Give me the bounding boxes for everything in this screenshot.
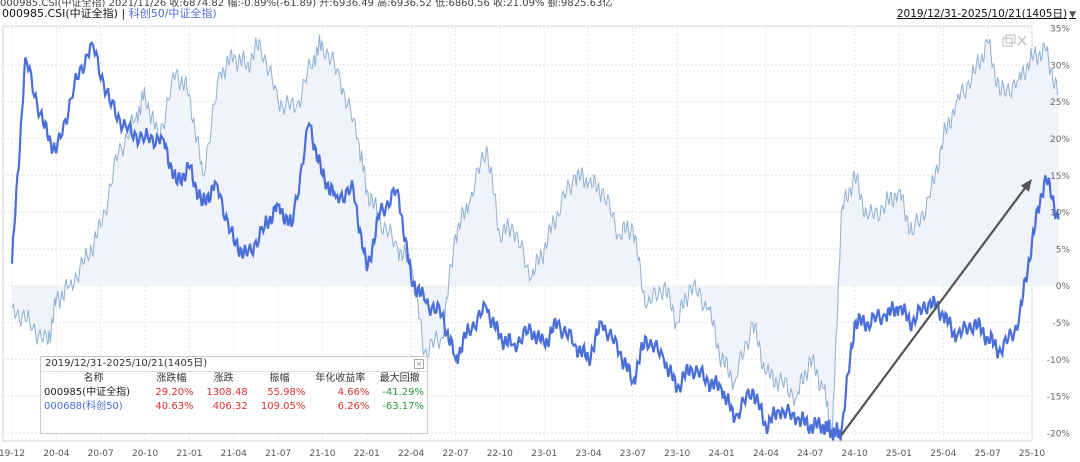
triangle-down-icon[interactable]: ▼ — [1069, 10, 1076, 20]
compare-series-label[interactable]: 科创50/中证全指) — [128, 7, 217, 20]
main-series-line — [10, 40, 1060, 441]
chart-title-row: 000985.CSI(中证全指) | 科创50/中证全指) 2019/12/31… — [0, 6, 1080, 22]
x-tick-label: 22-07 — [442, 449, 468, 459]
main-series-label: 000985.CSI(中证全指) — [2, 7, 118, 20]
x-tick-label: 23-10 — [664, 449, 690, 459]
column-header: 年化收益率 — [315, 373, 366, 384]
annual-return-cell: 6.26% — [337, 401, 370, 412]
x-tick-label: 20-04 — [43, 449, 69, 459]
y-tick-label: -10% — [1047, 356, 1071, 366]
x-tick-label: 21-07 — [265, 449, 291, 459]
x-tick-label: 25-04 — [930, 449, 956, 459]
column-header: 涨跌 — [213, 373, 234, 384]
y-tick-label: -20% — [1047, 430, 1071, 440]
x-tick-label: 19-12 — [0, 449, 25, 459]
x-tick-label: 24-01 — [708, 449, 734, 459]
x-tick-label: 22-01 — [354, 449, 380, 459]
y-tick-label: 10% — [1050, 209, 1070, 219]
x-tick-label: 22-10 — [487, 449, 513, 459]
x-tick-label: 24-04 — [753, 449, 779, 459]
x-tick-label: 23-01 — [531, 449, 557, 459]
table-row[interactable]: 000985(中证全指) 29.20% 1308.48 55.98% 4.66%… — [41, 386, 427, 400]
x-tick-label: 24-07 — [797, 449, 823, 459]
change-pct-cell: 40.63% — [155, 401, 194, 412]
x-tick-label: 25-07 — [975, 449, 1001, 459]
x-tick-label: 23-04 — [575, 449, 601, 459]
amplitude-cell: 55.98% — [267, 387, 306, 398]
y-tick-label: 35% — [1050, 25, 1070, 35]
y-tick-label: 25% — [1050, 98, 1070, 108]
change-cell: 1308.48 — [206, 387, 248, 398]
change-pct-cell: 29.20% — [155, 387, 194, 398]
row-name: 000985(中证全指) — [44, 387, 130, 398]
x-tick-label: 24-10 — [842, 449, 868, 459]
x-tick-label: 20-07 — [88, 449, 114, 459]
close-icon[interactable] — [1017, 35, 1027, 46]
column-header: 名称 — [83, 373, 104, 384]
table-header-row: 名称 涨跌幅 涨跌 振幅 年化收益率 最大回撤 — [41, 372, 427, 386]
x-tick-label: 23-07 — [620, 449, 646, 459]
compare-series-line — [11, 34, 1059, 439]
y-axis-ticks: 35% 30% 25% 20% 15% 10% 5% 0% -5% -10% -15% -20% — [1047, 25, 1071, 440]
stats-table: 名称 涨跌幅 涨跌 振幅 年化收益率 最大回撤 000985(中证全指) 29.… — [41, 372, 427, 414]
trend-arrow — [840, 178, 1032, 436]
column-header: 最大回撤 — [379, 373, 420, 384]
x-tick-label: 21-04 — [221, 449, 247, 459]
x-tick-label: 21-01 — [176, 449, 202, 459]
x-tick-label: 25-01 — [886, 449, 912, 459]
date-range-label: 2019/12/31-2025/10/21(1405日) — [896, 8, 1068, 20]
title-separator: | — [121, 7, 126, 20]
y-tick-label: 30% — [1050, 61, 1070, 71]
y-tick-label: 20% — [1050, 135, 1070, 145]
close-icon[interactable]: × — [414, 359, 424, 369]
column-header: 振幅 — [269, 373, 290, 384]
row-name: 000688(科创50) — [44, 401, 123, 412]
y-tick-label: 15% — [1050, 172, 1070, 182]
annual-return-cell: 4.66% — [337, 387, 370, 398]
arrow-head — [1020, 178, 1032, 192]
stats-table-panel: 2019/12/31-2025/10/21(1405日) × 名称 涨跌幅 涨跌… — [40, 356, 428, 434]
restore-icon[interactable] — [1002, 34, 1016, 47]
x-tick-label: 20-10 — [132, 449, 158, 459]
y-tick-label: 0% — [1056, 282, 1071, 292]
x-tick-label: 21-10 — [309, 449, 335, 459]
date-range-selector[interactable]: 2019/12/31-2025/10/21(1405日) ▼ — [897, 6, 1076, 23]
column-header: 涨跌幅 — [156, 373, 187, 384]
stats-table-title: 2019/12/31-2025/10/21(1405日) — [41, 357, 427, 372]
x-tick-label: 25-10 — [1019, 449, 1045, 459]
y-tick-label: -15% — [1047, 393, 1071, 403]
compare-series-area — [12, 34, 1059, 439]
amplitude-cell: 109.05% — [260, 401, 306, 412]
change-cell: 406.32 — [212, 401, 248, 412]
series-title[interactable]: 000985.CSI(中证全指) | 科创50/中证全指) — [2, 6, 217, 22]
x-axis-ticks: 19-12 20-04 20-07 20-10 21-01 21-04 21-07 21-10… — [0, 449, 1045, 459]
table-row[interactable]: 000688(科创50) 40.63% 406.32 109.05% 6.26%… — [41, 400, 427, 414]
max-drawdown-cell: -41.29% — [382, 387, 424, 398]
x-tick-label: 22-04 — [398, 449, 424, 459]
y-tick-label: 5% — [1056, 245, 1071, 255]
header-summary-line: 000985.CSI(中证全指) 2021/11/26 收:6874.82 幅:… — [0, 0, 613, 8]
y-tick-label: -5% — [1052, 319, 1070, 329]
max-drawdown-cell: -63.17% — [382, 401, 424, 412]
arrow-shaft — [840, 183, 1029, 436]
